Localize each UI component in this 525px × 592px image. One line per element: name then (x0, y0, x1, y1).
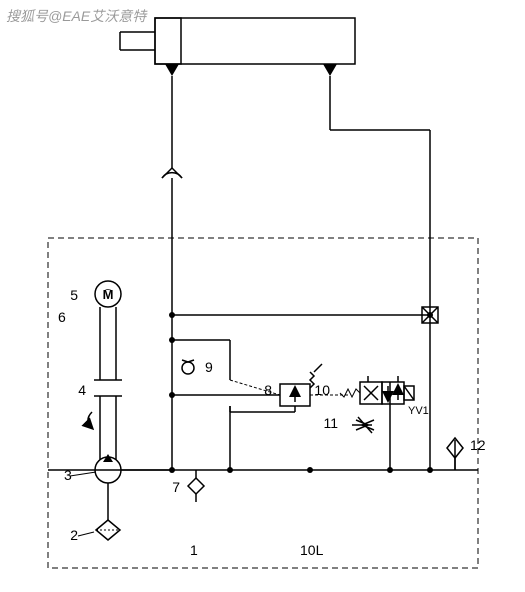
solenoid-valve-icon (340, 376, 414, 404)
label-5: 5 (70, 287, 78, 303)
check-valve-icon (182, 360, 194, 374)
hydraulic-diagram: M ~ (0, 0, 525, 592)
inline-filter-icon (188, 470, 204, 502)
label-11: 11 (323, 415, 338, 431)
label-3: 3 (64, 467, 72, 483)
hydraulic-cylinder (120, 18, 355, 76)
relief-valve-icon (230, 364, 322, 412)
coupling-icon (88, 307, 122, 460)
label-7: 7 (172, 479, 180, 495)
watermark-text: 搜狐号@EAE艾沃意特 (6, 6, 146, 26)
label-vol: 10L (300, 542, 324, 558)
labels: 1 10L 2 3 4 5 6 7 8 9 10 11 12 YV1 (58, 287, 486, 558)
label-4: 4 (78, 382, 86, 398)
svg-text:~: ~ (105, 285, 111, 296)
electric-motor-icon: M ~ (95, 281, 121, 307)
pump-icon (95, 454, 172, 520)
suction-filter-icon (96, 520, 120, 540)
label-8: 8 (264, 382, 272, 398)
label-12: 12 (470, 437, 486, 453)
junction-nodes (169, 312, 433, 473)
label-yv1: YV1 (408, 405, 429, 417)
label-9: 9 (205, 359, 213, 375)
label-2: 2 (70, 527, 78, 543)
label-1: 1 (190, 542, 198, 558)
label-10: 10 (314, 382, 330, 398)
label-6: 6 (58, 309, 66, 325)
